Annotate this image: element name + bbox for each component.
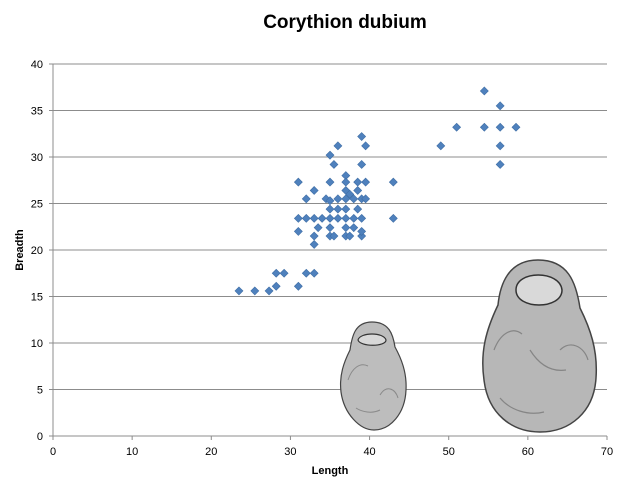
y-tick-label: 5: [37, 385, 43, 397]
data-point: [325, 150, 335, 160]
specimen-micrograph-large: [482, 259, 598, 433]
x-axis-label: Length: [312, 465, 349, 477]
data-point: [361, 141, 371, 151]
data-point: [357, 231, 367, 241]
y-tick-label: 0: [37, 431, 43, 443]
data-point: [333, 141, 343, 151]
data-point: [345, 189, 355, 199]
data-point: [361, 194, 371, 204]
data-point: [313, 223, 323, 233]
data-point: [250, 286, 260, 296]
data-point: [301, 268, 311, 278]
x-axis-ticks: 0 10 20 30 40 50 60 70: [50, 436, 613, 458]
data-point: [293, 226, 303, 236]
y-axis-ticks: 0 5 10 15 20 25 30 35 40: [31, 59, 53, 443]
data-point: [388, 213, 398, 223]
data-point: [309, 268, 319, 278]
data-point: [353, 186, 363, 195]
y-axis-label: Breadth: [14, 229, 26, 271]
y-tick-label: 25: [31, 199, 43, 211]
data-point: [353, 204, 363, 214]
data-point: [309, 239, 319, 249]
y-tick-label: 20: [31, 245, 43, 257]
data-point: [325, 223, 335, 233]
data-point: [325, 213, 335, 223]
data-point: [279, 268, 289, 278]
data-point: [329, 231, 339, 241]
x-tick-label: 10: [126, 446, 138, 458]
x-tick-label: 30: [284, 446, 296, 458]
y-tick-label: 40: [31, 59, 43, 71]
data-point: [357, 226, 367, 236]
data-point: [317, 213, 327, 223]
data-point: [293, 213, 303, 223]
data-point: [349, 194, 359, 204]
data-point: [495, 141, 505, 151]
data-point: [349, 223, 359, 233]
data-point: [361, 177, 371, 187]
data-point: [345, 231, 355, 241]
data-point: [271, 281, 281, 291]
data-point: [495, 160, 505, 169]
x-tick-label: 20: [205, 446, 217, 458]
data-point: [511, 122, 521, 132]
chart-title: Corythion dubium: [263, 12, 427, 33]
data-points: [234, 86, 521, 296]
data-point: [357, 132, 367, 141]
data-point: [333, 213, 343, 223]
data-point: [353, 177, 363, 187]
x-tick-label: 0: [50, 446, 56, 458]
data-point: [479, 86, 489, 96]
data-point: [452, 122, 462, 132]
data-point: [333, 204, 343, 214]
data-point: [234, 286, 244, 296]
data-point: [341, 213, 351, 223]
specimen-micrograph-small: [339, 321, 407, 431]
data-point: [264, 286, 274, 296]
data-point: [495, 122, 505, 132]
data-point: [271, 268, 281, 278]
data-point: [341, 223, 351, 233]
data-point: [341, 177, 351, 187]
data-point: [329, 160, 339, 169]
data-point: [293, 281, 303, 291]
data-point: [293, 177, 303, 187]
data-point: [325, 204, 335, 214]
data-point: [357, 160, 367, 169]
data-point: [309, 231, 319, 241]
data-point: [341, 194, 351, 204]
data-point: [495, 101, 505, 111]
x-tick-label: 70: [601, 446, 613, 458]
y-tick-label: 30: [31, 152, 43, 164]
data-point: [341, 204, 351, 214]
data-point: [301, 194, 311, 204]
data-point: [325, 177, 335, 187]
data-point: [349, 213, 359, 223]
data-point: [309, 186, 319, 195]
y-tick-label: 15: [31, 292, 43, 304]
x-tick-label: 60: [522, 446, 534, 458]
data-point: [333, 194, 343, 204]
data-point: [388, 177, 398, 187]
data-point: [309, 213, 319, 223]
data-point: [357, 213, 367, 223]
x-tick-label: 50: [443, 446, 455, 458]
x-tick-label: 40: [363, 446, 375, 458]
data-point: [301, 213, 311, 223]
y-tick-label: 10: [31, 338, 43, 350]
data-point: [436, 141, 446, 151]
y-tick-label: 35: [31, 106, 43, 118]
data-point: [479, 122, 489, 132]
